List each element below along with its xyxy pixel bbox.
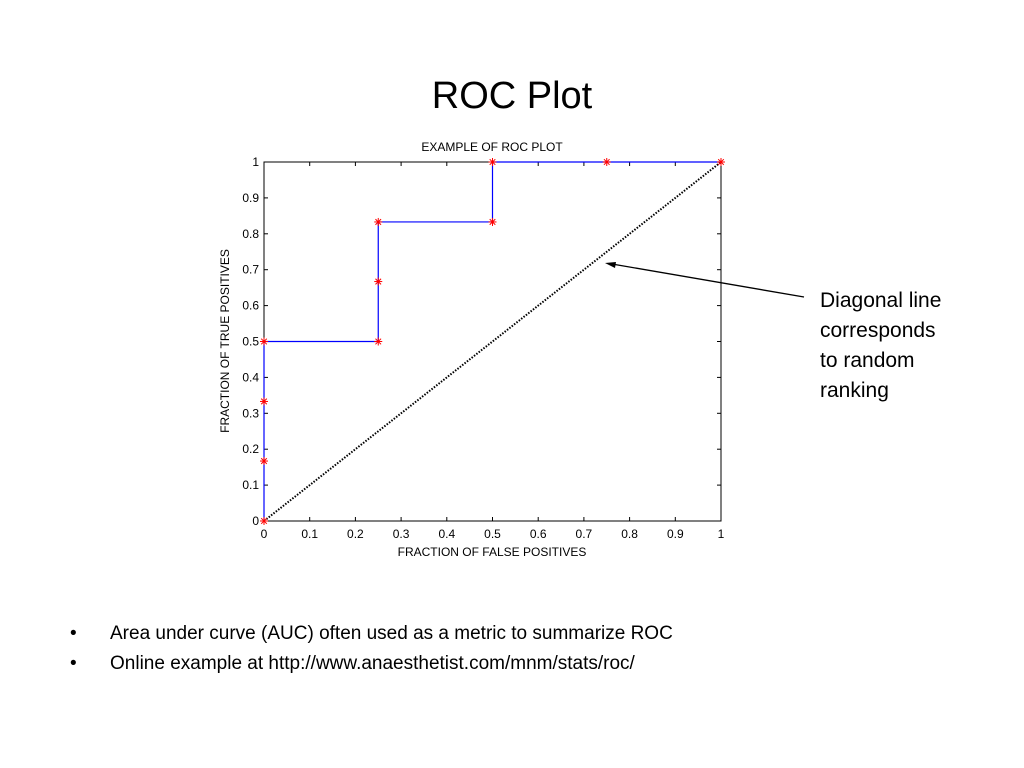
- roc-point-marker: [260, 337, 268, 346]
- marker-stroke: [260, 398, 268, 405]
- roc-point-marker: [374, 217, 383, 226]
- roc-point-marker: [602, 158, 611, 166]
- x-tick-label: 0.4: [438, 527, 455, 541]
- bullet-list: • Area under curve (AUC) often used as a…: [68, 619, 673, 679]
- diagonal-annotation: Diagonal line corresponds to random rank…: [820, 286, 1010, 406]
- y-tick-label: 0.4: [242, 370, 259, 384]
- y-tick-label: 0.5: [242, 335, 259, 349]
- annotation-arrow-line: [611, 263, 805, 298]
- y-tick-label: 0.9: [242, 191, 259, 205]
- marker-stroke: [717, 158, 725, 166]
- roc-point-marker: [717, 158, 725, 166]
- y-tick-label: 0.2: [242, 442, 259, 456]
- y-tick-label: 0.3: [242, 406, 259, 420]
- marker-stroke: [489, 158, 496, 166]
- roc-point-marker: [488, 217, 497, 226]
- y-tick-label: 0.7: [242, 263, 259, 277]
- annotation-line: Diagonal line: [820, 289, 942, 312]
- annotation-line: ranking: [820, 379, 889, 402]
- marker-stroke: [260, 457, 268, 465]
- marker-stroke: [375, 218, 382, 226]
- chart-title: EXAMPLE OF ROC PLOT: [421, 140, 563, 154]
- annotation-arrowhead: [605, 262, 616, 268]
- ticks-layer: 0 0.1 0.2 0.3 0.4 0.5 0.6 0.7 0.8 0.9 1 0 0.1 0.2 0.3 0…: [242, 155, 724, 541]
- bullet-text: Online example at http://www.anaesthetis…: [110, 653, 635, 674]
- x-tick-label: 0.5: [484, 527, 501, 541]
- roc-point-marker: [374, 337, 383, 346]
- x-tick-label: 0.2: [347, 527, 364, 541]
- marker-stroke: [375, 278, 382, 285]
- roc-point-marker: [374, 277, 383, 286]
- bullet-item: • Area under curve (AUC) often used as a…: [68, 619, 673, 649]
- y-tick-label: 1: [252, 155, 259, 169]
- marker-stroke: [489, 218, 496, 226]
- y-tick-label: 0: [252, 514, 259, 528]
- bullet-text: Area under curve (AUC) often used as a m…: [110, 623, 673, 644]
- x-tick-label: 0.7: [576, 527, 593, 541]
- bullet-icon: •: [70, 653, 77, 674]
- marker-stroke: [260, 517, 268, 525]
- annotation-arrow: [605, 262, 805, 298]
- marker-stroke: [260, 338, 268, 345]
- y-axis-label: FRACTION OF TRUE POSITIVES: [218, 249, 232, 433]
- x-axis-label: FRACTION OF FALSE POSITIVES: [398, 545, 587, 559]
- x-tick-label: 0.6: [530, 527, 547, 541]
- roc-point-marker: [260, 397, 268, 406]
- roc-point-marker: [260, 457, 268, 466]
- x-tick-label: 0.3: [393, 527, 410, 541]
- y-tick-label: 0.8: [242, 227, 259, 241]
- annotation-line: corresponds: [820, 319, 936, 342]
- marker-stroke: [375, 338, 382, 345]
- roc-point-marker: [488, 158, 497, 166]
- marker-stroke: [603, 158, 610, 166]
- x-tick-label: 0.1: [301, 527, 318, 541]
- markers-layer: [260, 158, 725, 525]
- annotation-line: to random: [820, 349, 915, 372]
- x-tick-label: 0: [261, 527, 268, 541]
- x-tick-label: 1: [718, 527, 725, 541]
- bullet-icon: •: [70, 623, 77, 644]
- x-tick-label: 0.8: [621, 527, 638, 541]
- y-tick-label: 0.6: [242, 299, 259, 313]
- roc-point-marker: [260, 517, 268, 525]
- y-tick-label: 0.1: [242, 478, 259, 492]
- random-diagonal-line: [263, 161, 722, 522]
- x-tick-label: 0.9: [667, 527, 684, 541]
- series-layer: [263, 161, 722, 522]
- slide-title: ROC Plot: [431, 75, 593, 117]
- bullet-item: • Online example at http://www.anaesthet…: [68, 649, 673, 679]
